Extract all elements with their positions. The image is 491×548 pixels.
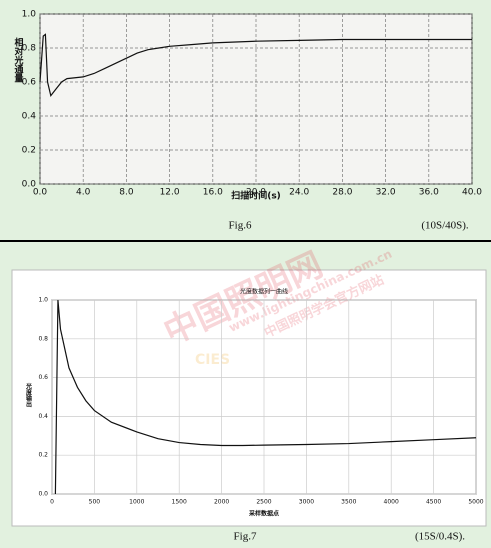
- x-tick-label: 5000: [468, 499, 483, 506]
- x-tick-label: 500: [89, 499, 101, 506]
- x-axis-label: 扫描时间(s): [231, 190, 281, 202]
- x-tick-label: 2500: [256, 499, 271, 506]
- y-tick-label: 1.0: [22, 10, 37, 20]
- x-tick-label: 8.0: [119, 188, 134, 198]
- x-tick-label: 16.0: [203, 188, 223, 198]
- caption-note: (15S/0.4S).: [415, 531, 465, 543]
- x-tick-label: 40.0: [462, 188, 482, 198]
- y-tick-label: 0.4: [38, 413, 48, 420]
- data-line: [54, 299, 477, 495]
- x-tick-label: 4.0: [76, 188, 91, 198]
- y-axis-label: 相对光通量: [13, 36, 25, 83]
- y-tick-label: 0.0: [38, 491, 48, 498]
- x-tick-label: 0.0: [33, 188, 48, 198]
- x-tick-label: 3500: [341, 499, 356, 506]
- y-tick-label: 0.6: [22, 78, 37, 88]
- x-axis-label: 采样数据点: [249, 510, 279, 518]
- x-tick-label: 0: [50, 499, 54, 506]
- y-tick-label: 0.0: [22, 180, 37, 190]
- y-tick-label: 0.2: [22, 146, 36, 156]
- x-tick-label: 36.0: [419, 188, 439, 198]
- x-tick-label: 3000: [299, 499, 314, 506]
- y-tick-label: 1.0: [38, 297, 48, 304]
- data-line: [39, 33, 472, 97]
- watermark-logo: CIES: [195, 352, 230, 368]
- x-tick-label: 2000: [214, 499, 229, 506]
- y-tick-label: 0.8: [22, 44, 37, 54]
- caption: Fig.6: [229, 220, 252, 232]
- x-tick-label: 1000: [129, 499, 144, 506]
- y-tick-label: 0.6: [38, 374, 48, 381]
- caption: Fig.7: [234, 531, 257, 543]
- y-tick-label: 0.2: [38, 452, 48, 459]
- x-tick-label: 12.0: [160, 188, 180, 198]
- x-tick-label: 28.0: [332, 188, 352, 198]
- chart-title: 光度数据列一曲线: [240, 288, 288, 296]
- y-tick-label: 0.8: [38, 335, 48, 342]
- x-tick-label: 20.0: [246, 188, 266, 198]
- caption-note: (10S/40S).: [421, 220, 469, 232]
- y-tick-label: 0.4: [22, 112, 37, 122]
- y-axis-label: 光度输出: [25, 382, 33, 408]
- x-tick-label: 1500: [172, 499, 187, 506]
- x-tick-label: 24.0: [289, 188, 309, 198]
- x-tick-label: 4000: [384, 499, 399, 506]
- x-tick-label: 32.0: [376, 188, 396, 198]
- x-tick-label: 4500: [426, 499, 441, 506]
